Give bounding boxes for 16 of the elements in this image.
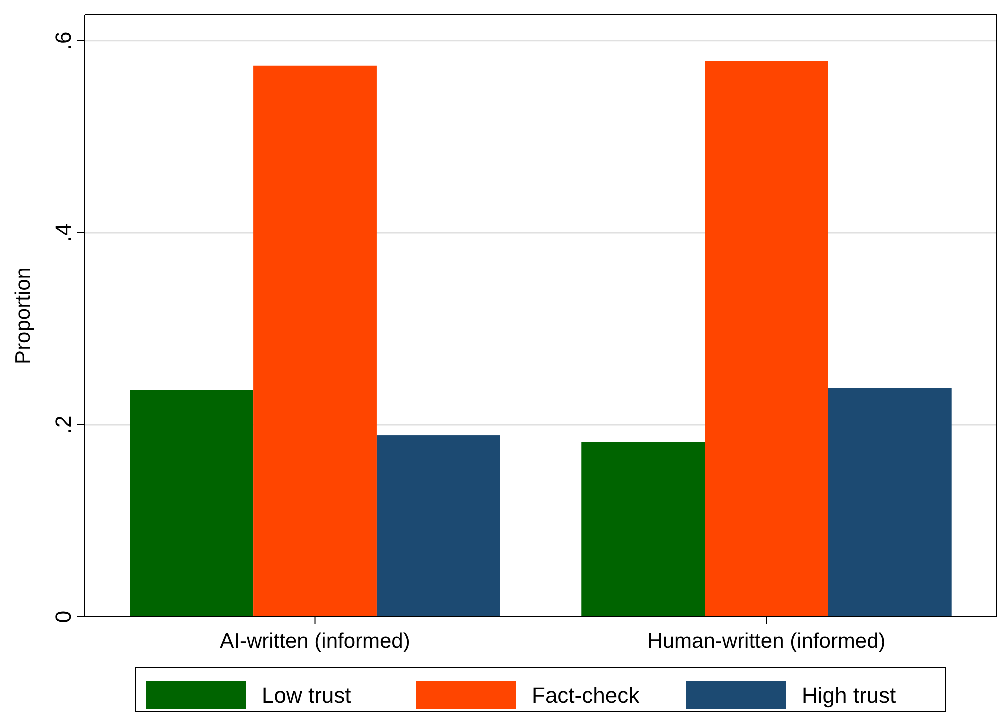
y-tick-label: .2 <box>51 416 76 434</box>
x-tick-label: AI-written (informed) <box>220 630 410 653</box>
bar <box>376 436 500 617</box>
legend-label: High trust <box>802 683 896 708</box>
bar <box>705 61 828 617</box>
legend-label: Low trust <box>262 683 352 708</box>
x-tick-label: Human-written (informed) <box>648 630 886 653</box>
y-tick-label: .4 <box>51 224 76 242</box>
bar <box>254 66 377 617</box>
y-axis-title: Proportion <box>12 268 35 364</box>
bar <box>582 442 706 617</box>
y-tick-label: 0 <box>51 610 76 624</box>
legend-label: Fact-check <box>532 683 641 708</box>
y-tick-label: .6 <box>51 32 76 50</box>
bar <box>130 390 254 617</box>
bar <box>828 388 952 617</box>
